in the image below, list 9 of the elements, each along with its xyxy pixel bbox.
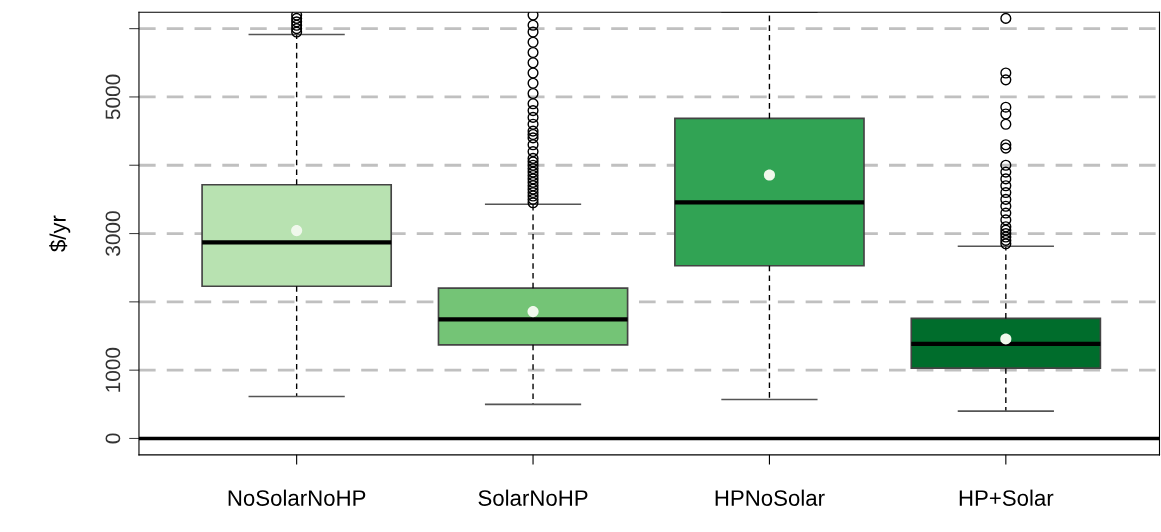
- y-tick-label: 5000: [105, 74, 121, 120]
- x-tick-label: NoSolarNoHP: [228, 489, 366, 506]
- x-tick-label: HPNoSolar: [715, 489, 825, 506]
- y-axis-title: $/yr: [49, 215, 71, 252]
- x-tick-label: SolarNoHP: [478, 489, 588, 506]
- y-tick-label: 0: [105, 433, 121, 444]
- y-tick-label: 1000: [105, 347, 121, 392]
- x-tick-label: HP+Solar: [959, 489, 1054, 506]
- y-tick-label: 3000: [105, 211, 121, 256]
